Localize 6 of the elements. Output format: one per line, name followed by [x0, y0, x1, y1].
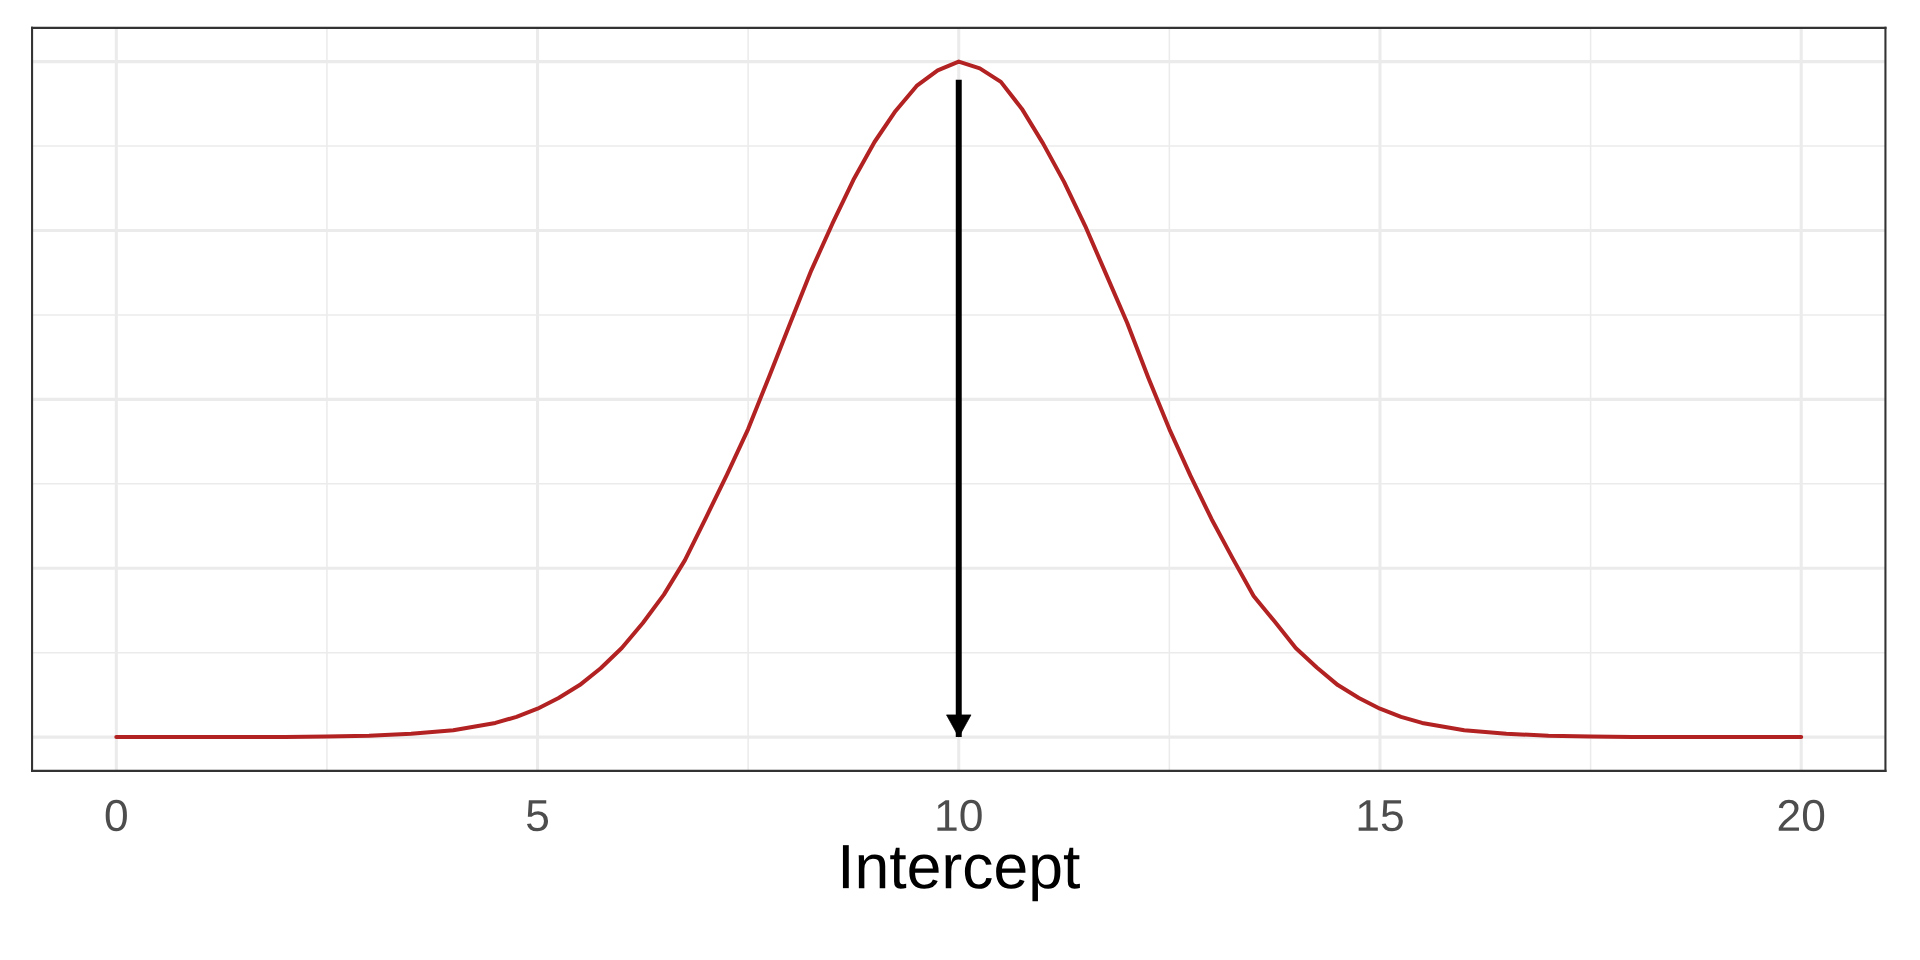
- x-tick-label: 10: [937, 799, 982, 832]
- x-tick-label: 5: [526, 800, 549, 832]
- x-tick-label: 20: [1778, 799, 1825, 832]
- x-axis-title: Intercept: [842, 845, 1080, 902]
- x-tick-label: 0: [105, 799, 127, 832]
- x-tick-label: 15: [1358, 800, 1403, 832]
